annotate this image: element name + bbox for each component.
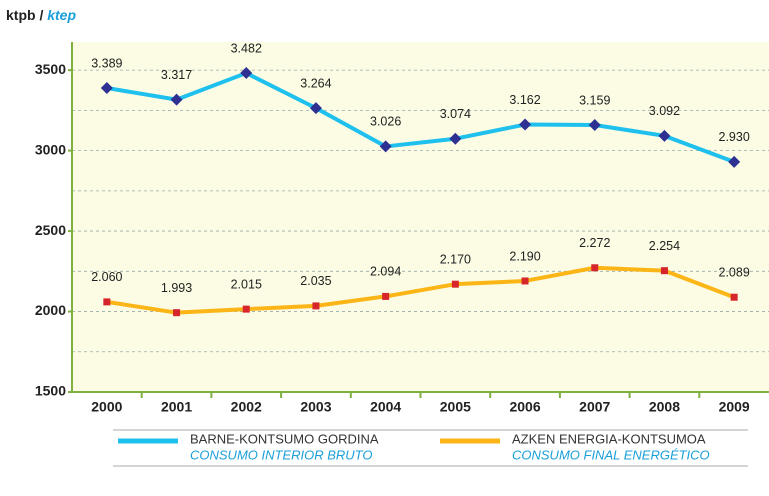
marker bbox=[451, 280, 459, 288]
data-label: 1.993 bbox=[161, 281, 192, 295]
marker bbox=[449, 132, 462, 145]
y-tick-label: 3000 bbox=[35, 141, 66, 157]
marker bbox=[170, 93, 183, 106]
x-tick-label: 2009 bbox=[719, 399, 750, 415]
y-tick-label: 2500 bbox=[35, 222, 66, 238]
y-tick-label: 3500 bbox=[35, 61, 66, 77]
marker bbox=[591, 264, 599, 272]
x-tick-label: 2005 bbox=[440, 399, 471, 415]
marker bbox=[382, 292, 390, 300]
data-label: 2.060 bbox=[91, 270, 122, 284]
data-label: 3.482 bbox=[231, 41, 262, 55]
data-label: 3.074 bbox=[440, 107, 471, 121]
data-label: 2.930 bbox=[719, 130, 750, 144]
series-line bbox=[106, 71, 735, 164]
series-line bbox=[106, 265, 735, 315]
data-label: 2.190 bbox=[509, 249, 540, 263]
data-label: 3.389 bbox=[91, 56, 122, 70]
data-label: 2.094 bbox=[370, 265, 401, 279]
data-label: 2.015 bbox=[231, 277, 262, 291]
x-tick-label: 2000 bbox=[91, 399, 122, 415]
data-label: 3.092 bbox=[649, 104, 680, 118]
marker bbox=[588, 119, 601, 132]
data-label: 3.162 bbox=[509, 93, 540, 107]
marker bbox=[519, 118, 532, 131]
data-label: 2.272 bbox=[579, 236, 610, 250]
marker bbox=[100, 82, 113, 95]
marker bbox=[173, 309, 181, 317]
marker bbox=[730, 293, 738, 301]
y-label: ktpb / bbox=[6, 7, 43, 23]
marker bbox=[658, 129, 671, 142]
legend-label: BARNE-KONTSUMO GORDINA bbox=[190, 431, 379, 446]
legend-label-alt: CONSUMO INTERIOR BRUTO bbox=[190, 447, 373, 462]
y-tick-label: 2000 bbox=[35, 302, 66, 318]
legend-label-alt: CONSUMO FINAL ENERGÉTICO bbox=[512, 447, 710, 462]
marker bbox=[521, 277, 529, 285]
data-label: 3.026 bbox=[370, 115, 401, 129]
x-tick-label: 2002 bbox=[231, 399, 262, 415]
data-label: 3.159 bbox=[579, 93, 610, 107]
x-tick-label: 2003 bbox=[300, 399, 331, 415]
data-label: 3.264 bbox=[300, 76, 331, 90]
data-label: 2.170 bbox=[440, 252, 471, 266]
marker bbox=[379, 140, 392, 153]
data-label: 3.317 bbox=[161, 68, 192, 82]
marker bbox=[240, 67, 253, 80]
data-label: 2.254 bbox=[649, 239, 680, 253]
marker bbox=[660, 267, 668, 275]
marker bbox=[242, 305, 250, 313]
x-tick-label: 2008 bbox=[649, 399, 680, 415]
legend-label: AZKEN ENERGIA-KONTSUMOA bbox=[512, 431, 706, 446]
y-label-alt: ktep bbox=[47, 7, 76, 23]
y-axis-label: ktpb / ktep bbox=[6, 7, 76, 23]
marker bbox=[103, 298, 111, 306]
marker bbox=[312, 302, 320, 310]
plot-area bbox=[72, 42, 769, 392]
marker bbox=[309, 102, 322, 115]
x-tick-label: 2001 bbox=[161, 399, 192, 415]
y-tick-label: 1500 bbox=[35, 383, 66, 399]
data-label: 2.035 bbox=[300, 274, 331, 288]
x-tick-label: 2007 bbox=[579, 399, 610, 415]
x-tick-label: 2004 bbox=[370, 399, 401, 415]
data-label: 2.089 bbox=[719, 266, 750, 280]
x-tick-label: 2006 bbox=[509, 399, 540, 415]
marker bbox=[728, 155, 741, 168]
